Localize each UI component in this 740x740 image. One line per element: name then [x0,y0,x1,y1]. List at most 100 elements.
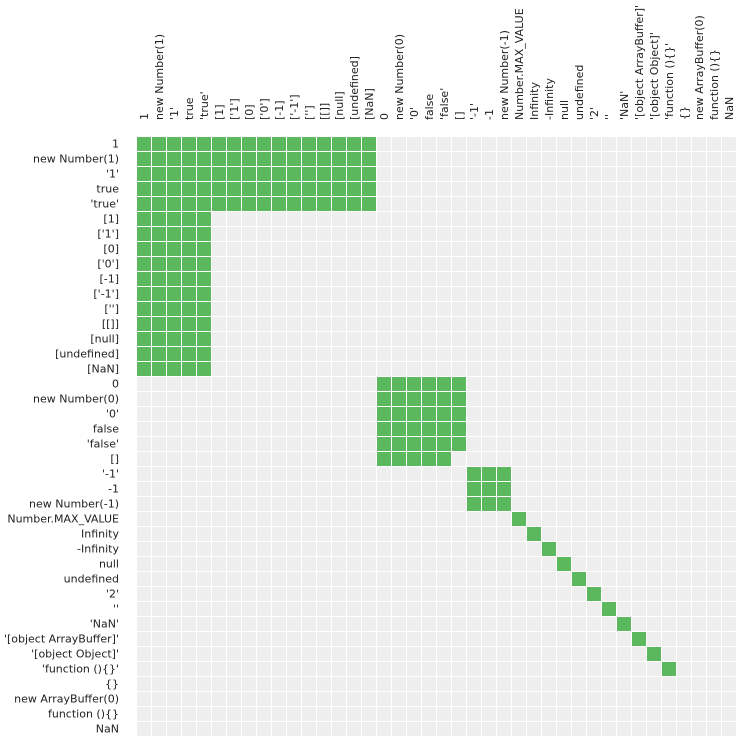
heatmap-cell [167,452,181,466]
heatmap-cell [212,317,226,331]
heatmap-cell [572,632,586,646]
heatmap-cell [407,542,421,556]
heatmap-cell [182,212,196,226]
heatmap-cell [272,482,286,496]
heatmap-cell [587,647,601,661]
heatmap-cell [497,512,511,526]
heatmap-cell [362,212,376,226]
heatmap-cell [317,512,331,526]
heatmap-cell [572,227,586,241]
heatmap-cell [317,692,331,706]
heatmap-cell [467,722,481,736]
heatmap-cell [197,617,211,631]
heatmap-cell [347,692,361,706]
heatmap-cell [242,317,256,331]
heatmap-cell [557,677,571,691]
heatmap-cell [467,632,481,646]
heatmap-cell [407,662,421,676]
heatmap-cell [452,707,466,721]
heatmap-cell [617,527,631,541]
heatmap-cell [482,302,496,316]
heatmap-cell [152,407,166,421]
heatmap-cell [617,332,631,346]
heatmap-cell [512,317,526,331]
heatmap-cell [617,257,631,271]
heatmap-cell [602,557,616,571]
heatmap-cell [722,587,736,601]
heatmap-cell [722,602,736,616]
heatmap-cell [512,287,526,301]
heatmap-cell [647,212,661,226]
heatmap-cell [437,722,451,736]
heatmap-cell [227,362,241,376]
heatmap-cell [602,632,616,646]
heatmap-cell [557,362,571,376]
heatmap-cell [197,452,211,466]
heatmap-cell [662,257,676,271]
heatmap-cell [662,527,676,541]
heatmap-cell [572,677,586,691]
heatmap-cell [707,707,721,721]
heatmap-cell [587,512,601,526]
heatmap-cell [152,452,166,466]
heatmap-cell [167,692,181,706]
heatmap-cell [452,212,466,226]
heatmap-cell [557,242,571,256]
heatmap-cell [317,482,331,496]
heatmap-cell [392,557,406,571]
heatmap-cell [512,527,526,541]
heatmap-cell [512,722,526,736]
heatmap-cell [602,407,616,421]
heatmap-cell [377,197,391,211]
heatmap-cell [587,272,601,286]
heatmap-cell [182,377,196,391]
heatmap-cell [407,197,421,211]
heatmap-cell [467,602,481,616]
heatmap-cell [557,602,571,616]
heatmap-cell [422,527,436,541]
heatmap-cell [497,602,511,616]
heatmap-cell [617,152,631,166]
heatmap-cell [542,332,556,346]
heatmap-cell [527,182,541,196]
heatmap-cell [587,212,601,226]
heatmap-cell [677,377,691,391]
heatmap-cell [587,362,601,376]
heatmap-cell [677,602,691,616]
heatmap-cell [227,212,241,226]
heatmap-cell [707,422,721,436]
heatmap-cell [197,602,211,616]
heatmap-cell [137,677,151,691]
heatmap-cell [452,722,466,736]
heatmap-cell [482,677,496,691]
heatmap-cell [527,317,541,331]
heatmap-cell [362,407,376,421]
heatmap-cell [542,692,556,706]
heatmap-cell [467,407,481,421]
heatmap-cell [287,287,301,301]
heatmap-cell [482,272,496,286]
heatmap-cell [587,407,601,421]
heatmap-cell [152,467,166,481]
heatmap-cell [647,572,661,586]
heatmap-cell [707,662,721,676]
heatmap-cell [362,257,376,271]
heatmap-cell [257,227,271,241]
heatmap-cell [557,347,571,361]
heatmap-cell [452,422,466,436]
heatmap-cell [512,452,526,466]
heatmap-cell [197,272,211,286]
column-label: '1' [168,107,181,120]
heatmap-cell [152,347,166,361]
heatmap-cell [647,182,661,196]
heatmap-cell [632,692,646,706]
heatmap-cell [137,212,151,226]
heatmap-cell [722,482,736,496]
heatmap-cell [362,677,376,691]
heatmap-cell [347,422,361,436]
heatmap-cell [632,167,646,181]
heatmap-cell [617,347,631,361]
heatmap-cell [347,617,361,631]
heatmap-cell [617,452,631,466]
heatmap-cell [662,437,676,451]
